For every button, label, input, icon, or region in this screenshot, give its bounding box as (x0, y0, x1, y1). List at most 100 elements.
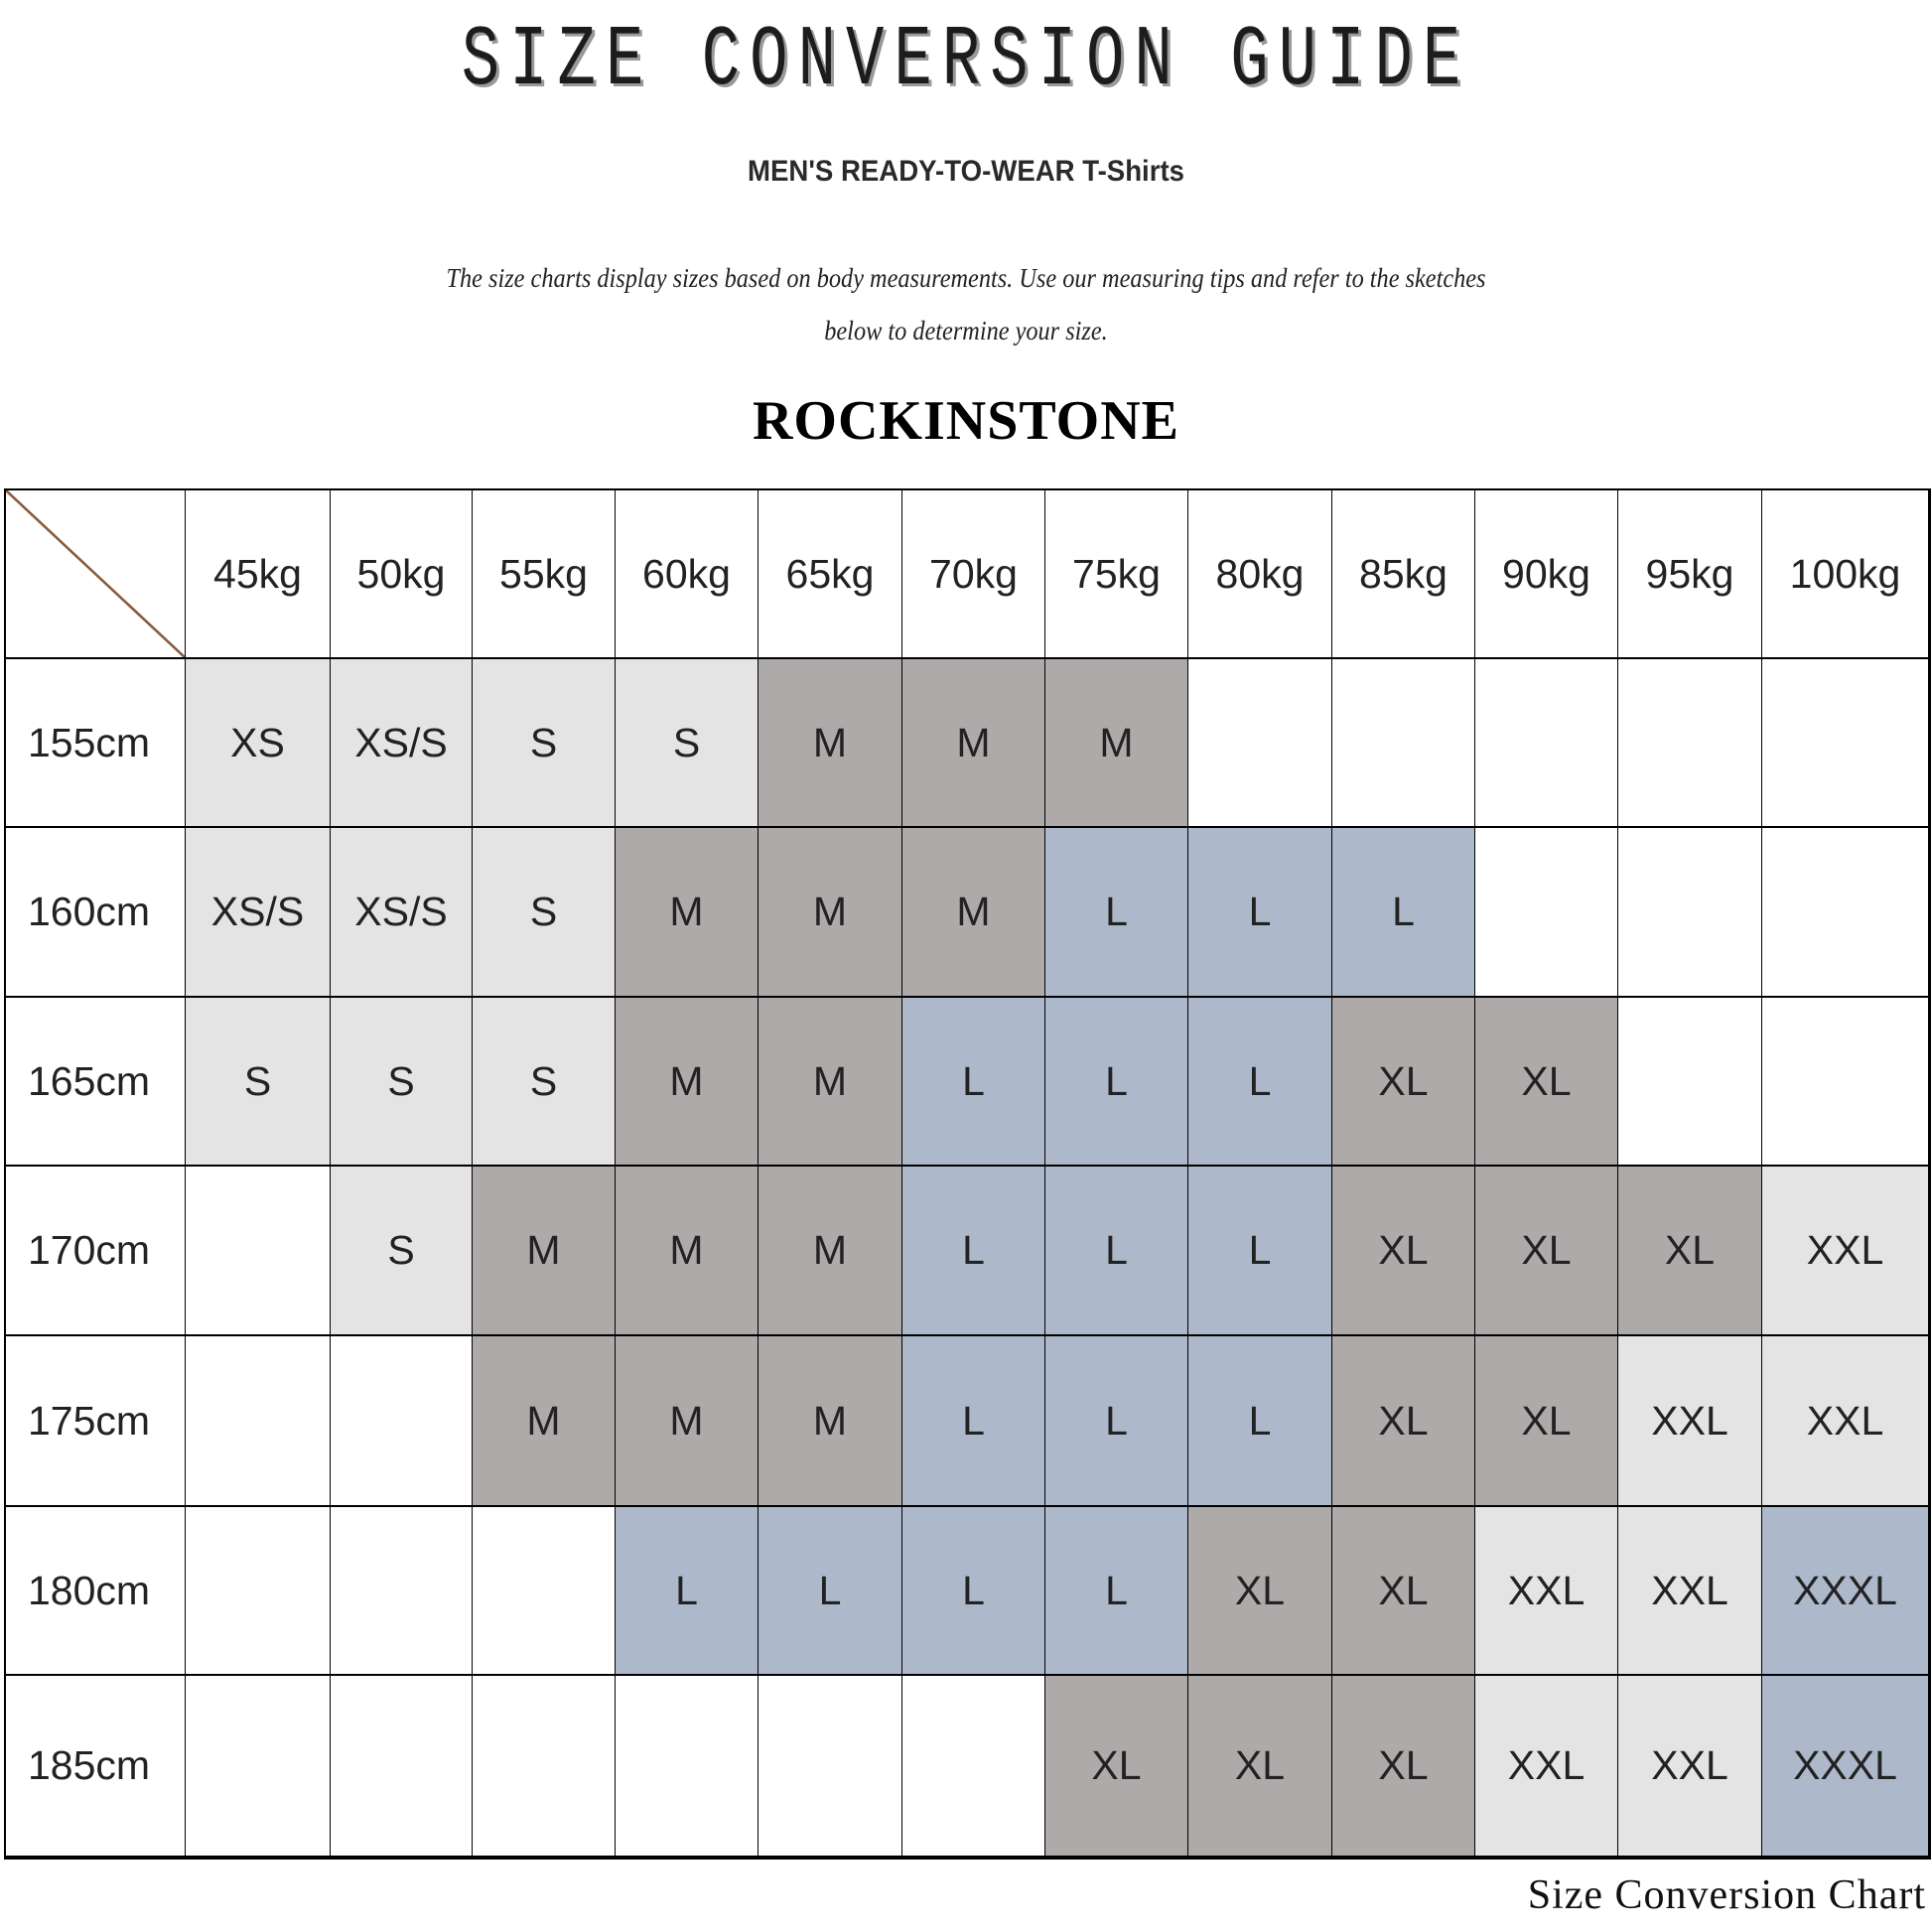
size-cell (1188, 659, 1332, 828)
size-cell (759, 1676, 902, 1858)
column-header-weight: 100kg (1762, 490, 1929, 659)
size-cell: XL (1475, 1336, 1618, 1507)
subtitle: MEN'S READY-TO-WEAR T-Shirts (747, 155, 1185, 188)
row-header-height: 170cm (6, 1167, 186, 1336)
size-cell: XL (1332, 1167, 1475, 1336)
size-cell: L (902, 1336, 1045, 1507)
size-cell: XXXL (1762, 1676, 1929, 1858)
size-cell: XXXL (1762, 1507, 1929, 1676)
size-cell (473, 1507, 616, 1676)
size-cell: M (759, 1167, 902, 1336)
size-cell: M (759, 828, 902, 998)
brand-name: ROCKINSTONE (752, 390, 1180, 452)
size-cell: XXL (1762, 1336, 1929, 1507)
size-cell: S (473, 828, 616, 998)
size-cell: M (616, 998, 759, 1167)
corner-cell (6, 490, 186, 659)
column-header-weight: 90kg (1475, 490, 1618, 659)
size-cell (1332, 659, 1475, 828)
size-cell: XXL (1618, 1676, 1762, 1858)
size-cell: XL (1475, 1167, 1618, 1336)
column-header-weight: 65kg (759, 490, 902, 659)
size-cell: S (331, 1167, 473, 1336)
size-cell: XXL (1475, 1676, 1618, 1858)
size-cell (1762, 659, 1929, 828)
size-cell: L (902, 998, 1045, 1167)
size-cell: M (902, 659, 1045, 828)
size-cell: L (902, 1507, 1045, 1676)
size-cell (186, 1167, 331, 1336)
size-cell (616, 1676, 759, 1858)
size-cell: XL (1188, 1507, 1332, 1676)
size-cell (1618, 998, 1762, 1167)
size-table: 45kg 50kg 55kg 60kg 65kg 70kg 75kg 80kg 85kg 90kg… (4, 488, 1931, 1860)
column-header-weight: 70kg (902, 490, 1045, 659)
size-cell: L (1188, 828, 1332, 998)
size-cell: M (759, 1336, 902, 1507)
size-cell: M (1045, 659, 1188, 828)
size-cell (1475, 828, 1618, 998)
column-header-weight: 55kg (473, 490, 616, 659)
size-cell (902, 1676, 1045, 1858)
size-cell (1762, 998, 1929, 1167)
column-header-weight: 60kg (616, 490, 759, 659)
size-cell: XL (1332, 1676, 1475, 1858)
size-cell: L (1188, 1336, 1332, 1507)
size-cell: L (1045, 1507, 1188, 1676)
size-cell: S (616, 659, 759, 828)
size-cell: XS (186, 659, 331, 828)
size-cell: M (759, 659, 902, 828)
size-cell: S (473, 998, 616, 1167)
size-cell: XXL (1618, 1507, 1762, 1676)
column-header-weight: 85kg (1332, 490, 1475, 659)
size-cell: XL (1618, 1167, 1762, 1336)
row-header-height: 180cm (6, 1507, 186, 1676)
description-line-2: below to determine your size. (824, 316, 1108, 345)
row-header-height: 160cm (6, 828, 186, 998)
size-cell (331, 1336, 473, 1507)
column-header-weight: 80kg (1188, 490, 1332, 659)
page-title: SIZE CONVERSION GUIDE (461, 14, 1471, 111)
size-cell: XS/S (331, 659, 473, 828)
size-cell (331, 1507, 473, 1676)
size-cell (473, 1676, 616, 1858)
size-cell: M (616, 828, 759, 998)
size-cell: XS/S (186, 828, 331, 998)
size-cell: XXL (1618, 1336, 1762, 1507)
size-cell (1618, 659, 1762, 828)
size-cell: M (902, 828, 1045, 998)
size-cell: L (1332, 828, 1475, 998)
column-header-weight: 45kg (186, 490, 331, 659)
size-cell (1618, 828, 1762, 998)
row-header-height: 155cm (6, 659, 186, 828)
diagonal-divider (6, 490, 185, 657)
size-cell: XL (1332, 998, 1475, 1167)
column-header-weight: 95kg (1618, 490, 1762, 659)
size-cell: M (616, 1167, 759, 1336)
size-cell: XL (1045, 1676, 1188, 1858)
size-cell: M (759, 998, 902, 1167)
size-cell: L (1188, 998, 1332, 1167)
row-header-height: 185cm (6, 1676, 186, 1858)
description: The size charts display sizes based on b… (364, 252, 1567, 357)
size-cell (186, 1507, 331, 1676)
size-cell: S (186, 998, 331, 1167)
size-cell: S (473, 659, 616, 828)
row-header-height: 165cm (6, 998, 186, 1167)
column-header-weight: 50kg (331, 490, 473, 659)
size-cell: L (1045, 1336, 1188, 1507)
footer-caption: Size Conversion Chart (1527, 1872, 1926, 1918)
size-cell: L (1045, 998, 1188, 1167)
description-line-1: The size charts display sizes based on b… (446, 263, 1486, 293)
size-cell: L (1045, 828, 1188, 998)
size-cell: L (616, 1507, 759, 1676)
size-cell: XL (1332, 1507, 1475, 1676)
size-cell: M (473, 1336, 616, 1507)
size-cell: L (902, 1167, 1045, 1336)
size-cell: XXL (1475, 1507, 1618, 1676)
size-cell (1762, 828, 1929, 998)
size-cell: XL (1475, 998, 1618, 1167)
row-header-height: 175cm (6, 1336, 186, 1507)
size-cell: XL (1188, 1676, 1332, 1858)
size-cell: L (1045, 1167, 1188, 1336)
